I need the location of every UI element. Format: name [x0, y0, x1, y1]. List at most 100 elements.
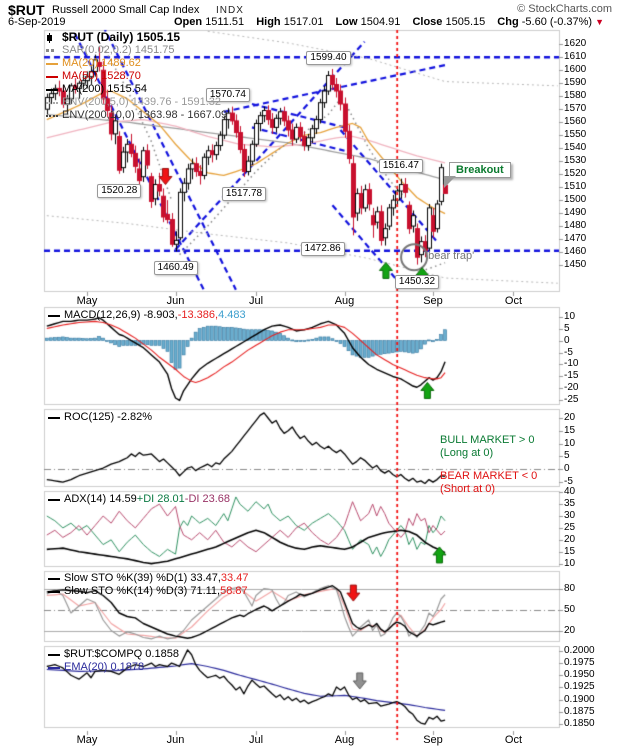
- y-axis-tick-label: 1490: [564, 207, 587, 219]
- month-label: Aug: [334, 734, 355, 746]
- legend-text: ENV(200,10,0) 1363.98 - 1667.09: [62, 109, 228, 121]
- line-swatch-icon: [48, 416, 60, 419]
- month-label: Sep: [423, 295, 443, 307]
- line-swatch-icon: [48, 666, 60, 669]
- y-axis-tick-label: 1500: [564, 194, 587, 206]
- month-label: May: [76, 734, 98, 746]
- legend-row-main-3: MA(50) 1528.70: [46, 70, 227, 83]
- line-swatch-icon: [48, 653, 60, 656]
- legend-text: 4.483: [218, 309, 246, 321]
- legend-text: -DI 23.68: [184, 493, 231, 505]
- y-axis-tick-label: 1450: [564, 259, 587, 271]
- legend-row-roc-0: ROC(125) -2.82%: [48, 411, 152, 424]
- callout-tail: [444, 176, 456, 188]
- month-label: Sep: [423, 734, 443, 746]
- price-label: 1520.28: [97, 183, 142, 198]
- y-axis-tick-label: -5: [564, 346, 573, 358]
- legend-text: $RUT (Daily) 1505.15: [62, 30, 181, 44]
- y-axis-tick-label: 0.1850: [564, 718, 595, 730]
- y-axis-tick-label: 20: [564, 624, 576, 636]
- y-axis-tick-label: 20: [564, 533, 576, 545]
- line-swatch-icon: [48, 590, 60, 593]
- month-label: Oct: [504, 734, 523, 746]
- y-axis-tick-label: 0.1875: [564, 705, 595, 717]
- legend-text: ADX(14) 14.59: [64, 493, 137, 505]
- y-axis-tick-label: 1460: [564, 246, 587, 258]
- y-axis-tick-label: -25: [564, 394, 579, 406]
- y-axis-tick-label: 1600: [564, 64, 587, 76]
- y-axis-tick-label: 5: [564, 322, 570, 334]
- price-label: 1599.40: [306, 51, 351, 66]
- month-label: Jun: [166, 295, 185, 307]
- month-label: Jul: [248, 295, 264, 307]
- y-axis-tick-label: 1540: [564, 142, 587, 154]
- legend-row-main-2: MA(20) 1489.62: [46, 57, 227, 70]
- legend-row-main-0: $RUT (Daily) 1505.15: [46, 31, 227, 44]
- candlestick-icon: [46, 32, 53, 43]
- y-axis-tick-label: 1550: [564, 129, 587, 141]
- bear-trap-note: 'bear trap': [426, 250, 475, 262]
- bull-market-note-1: BULL MARKET > 0: [440, 434, 535, 446]
- sar-dots-icon: [46, 49, 49, 52]
- line-swatch-icon: [48, 314, 60, 317]
- legend-row-sto-1: Slow STO %K(14) %D(3) 71.11, 58.87: [48, 585, 248, 598]
- legend-macd: MACD(12,26,9) -8.903, -13.386, 4.483: [48, 309, 246, 322]
- y-axis-tick-label: 0.2000: [564, 644, 595, 656]
- y-axis-tick-label: 50: [564, 603, 576, 615]
- y-axis-tick-label: 1560: [564, 116, 587, 128]
- y-axis-tick-label: 0: [564, 463, 570, 475]
- price-label: 1450.32: [394, 274, 440, 289]
- y-axis-tick-label: 20: [564, 411, 576, 423]
- legend-text: 33.47: [220, 572, 249, 584]
- month-label: Jun: [166, 734, 185, 746]
- month-label: May: [76, 295, 98, 307]
- y-axis-tick-label: 1520: [564, 168, 587, 180]
- legend-text: EMA(20) 0.1878: [64, 661, 145, 673]
- y-axis-tick-label: 0.1925: [564, 681, 595, 693]
- y-axis-tick-label: 0: [564, 334, 570, 346]
- month-label: Oct: [504, 295, 523, 307]
- bull-market-note-2: (Long at 0): [440, 447, 494, 459]
- legend-text: Slow STO %K(39) %D(1) 33.47,: [64, 572, 221, 584]
- line-swatch-icon: [48, 498, 60, 501]
- legend-text: MA(200) 1515.54: [62, 83, 147, 95]
- y-axis-tick-label: -20: [564, 382, 579, 394]
- legend-row-adx-0: ADX(14) 14.59 +DI 28.01 -DI 23.68: [48, 493, 230, 506]
- legend-text: SAR(0.02,0.2) 1451.75: [62, 44, 175, 56]
- month-label: Aug: [334, 295, 355, 307]
- y-axis-tick-label: 10: [564, 310, 576, 322]
- legend-row-main-1: SAR(0.02,0.2) 1451.75: [46, 44, 227, 57]
- y-axis-tick-label: 15: [564, 545, 576, 557]
- line-swatch-icon: [48, 577, 60, 580]
- legend-stochastics: Slow STO %K(39) %D(1) 33.47, 33.47 Slow S…: [48, 572, 248, 598]
- y-axis-tick-label: 10: [564, 437, 576, 449]
- y-axis-tick-label: 30: [564, 510, 576, 521]
- price-label: 1472.86: [300, 242, 345, 257]
- y-axis-tick-label: 15: [564, 424, 576, 436]
- legend-row-ratio-1: EMA(20) 0.1878: [48, 661, 179, 674]
- month-label: Jul: [248, 734, 264, 746]
- y-axis-tick-label: 1620: [564, 38, 587, 50]
- y-axis-tick-label: 0.1900: [564, 693, 595, 705]
- y-axis-tick-label: 1510: [564, 181, 587, 193]
- legend-row-main-6: ENV(200,10,0) 1363.98 - 1667.09: [46, 109, 227, 122]
- legend-roc: ROC(125) -2.82%: [48, 411, 152, 424]
- legend-row-ratio-0: $RUT:$COMPQ 0.1858: [48, 648, 179, 661]
- line-swatch-icon: [46, 88, 58, 91]
- y-axis-tick-label: -5: [564, 476, 573, 488]
- line-swatch-icon: [46, 101, 58, 104]
- price-label: 1570.74: [205, 88, 250, 103]
- legend-text: 58.87: [220, 585, 248, 597]
- y-axis-tick-label: 0.1950: [564, 669, 595, 681]
- breakout-text: Breakout: [456, 164, 504, 176]
- breakout-callout: Breakout: [444, 162, 511, 188]
- bear-market-note-1: BEAR MARKET < 0: [440, 470, 538, 482]
- y-axis-tick-label: 0.1975: [564, 657, 595, 669]
- legend-text: $RUT:$COMPQ 0.1858: [64, 648, 179, 660]
- y-axis-tick-label: 25: [564, 521, 576, 533]
- legend-text: MA(20) 1489.62: [62, 57, 141, 69]
- y-axis-tick-label: 1610: [564, 51, 587, 63]
- y-axis-tick-label: 80: [564, 582, 576, 594]
